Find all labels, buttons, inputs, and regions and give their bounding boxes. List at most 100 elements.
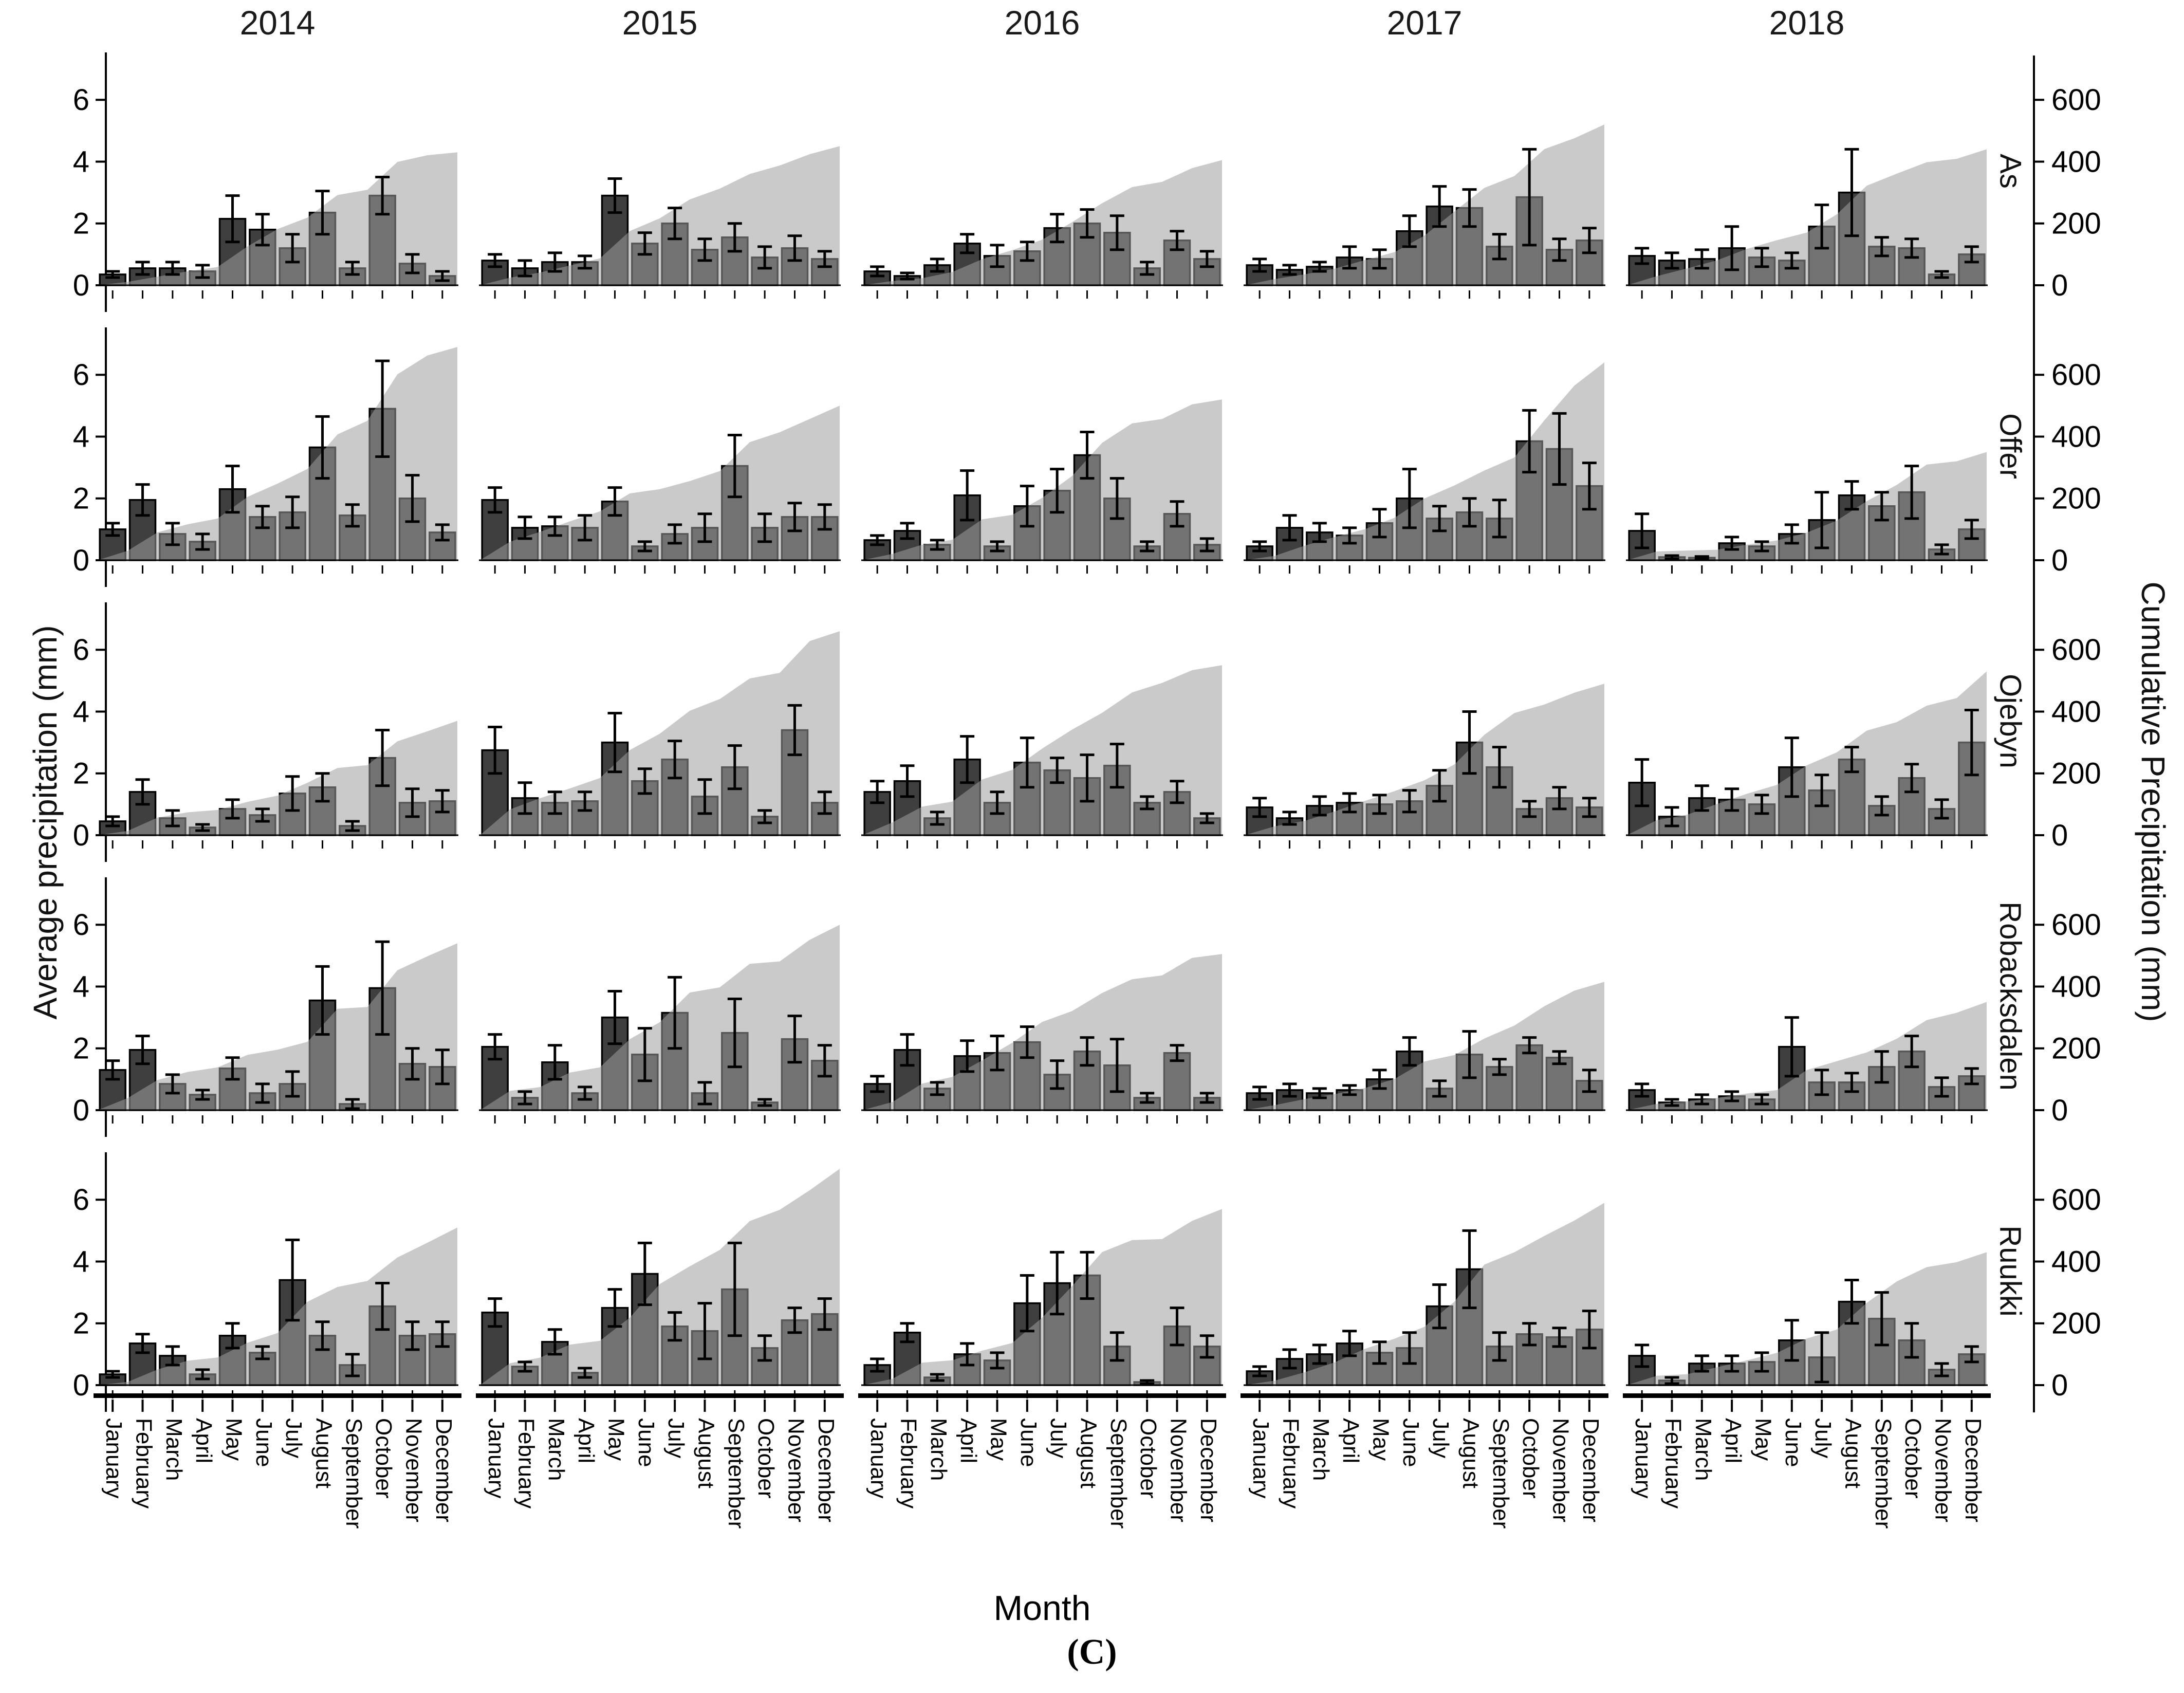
panel-Ruukki-2015: January February March April May June July Augu…: [476, 1169, 844, 1529]
x-axis-line: [1623, 1393, 1991, 1398]
month-label: November: [401, 1418, 427, 1522]
left-axis-tick-label: 0: [73, 1369, 89, 1402]
left-axis-tick-label: 2: [73, 757, 89, 790]
month-label: November: [1548, 1418, 1574, 1522]
right-axis-tick-label: 200: [2051, 482, 2101, 516]
left-axis-tick-label: 6: [73, 1183, 89, 1217]
right-axis-tick-label: 200: [2051, 207, 2101, 241]
month-label: March: [1308, 1418, 1334, 1481]
left-axis-title: Average precipitation (mm): [27, 625, 64, 1020]
panel-Offer-2017: [1244, 362, 1605, 574]
month-label: September: [341, 1418, 366, 1529]
cumulative-area: [1245, 124, 1604, 286]
month-label: August: [1458, 1418, 1484, 1488]
right-axis-tick-label: 600: [2051, 1183, 2101, 1217]
cumulative-area: [1627, 1252, 1987, 1385]
month-label: November: [1166, 1418, 1191, 1522]
month-label: November: [1931, 1418, 1956, 1522]
month-label: March: [1691, 1418, 1716, 1481]
left-axis-tick-label: 6: [73, 633, 89, 667]
month-label: August: [1841, 1418, 1866, 1488]
x-axis-line: [94, 1393, 461, 1398]
cumulative-area: [862, 665, 1222, 835]
left-axis-tick-label: 6: [73, 908, 89, 942]
month-label: May: [221, 1418, 247, 1461]
panel-Ojebyn-2018: [1626, 671, 1988, 849]
cumulative-area: [480, 406, 840, 560]
month-label: May: [1751, 1418, 1776, 1461]
x-axis-line: [858, 1393, 1226, 1398]
month-label: July: [663, 1418, 689, 1458]
panel-As-2016: [861, 160, 1223, 299]
right-axis-tick-label: 600: [2051, 358, 2101, 392]
month-label: January: [1248, 1418, 1273, 1499]
month-label: June: [1398, 1418, 1423, 1467]
cumulative-area: [1245, 362, 1604, 560]
month-label: March: [161, 1418, 187, 1481]
month-label: December: [1578, 1418, 1603, 1522]
panel-Offer-2018: [1626, 452, 1988, 574]
month-label: May: [604, 1418, 629, 1461]
month-label: February: [132, 1418, 157, 1508]
cumulative-area: [1627, 149, 1987, 285]
left-axis-tick-label: 4: [73, 1245, 89, 1278]
left-axis-tick-label: 0: [73, 544, 89, 577]
month-label: February: [514, 1418, 539, 1508]
left-axis-tick-label: 0: [73, 1094, 89, 1127]
cumulative-area: [862, 399, 1222, 560]
facet-year-2015: 2015: [622, 4, 698, 42]
month-label: June: [634, 1418, 659, 1467]
cumulative-area: [480, 631, 840, 835]
cumulative-area: [480, 925, 840, 1110]
panel-Robacksdalen-2014: [97, 940, 458, 1124]
panel-As-2015: [479, 146, 841, 299]
month-label: February: [896, 1418, 921, 1508]
left-axis-tick-label: 4: [73, 420, 89, 453]
cumulative-area: [1627, 452, 1987, 560]
panel-Offer-2016: [861, 399, 1223, 574]
cumulative-area: [1627, 1002, 1987, 1110]
month-label: July: [1810, 1418, 1836, 1458]
month-label: December: [1196, 1418, 1221, 1522]
cumulative-area: [480, 1169, 840, 1385]
left-axis-tick-label: 6: [73, 358, 89, 392]
panel-As-2014: [97, 152, 458, 299]
month-label: October: [753, 1418, 779, 1499]
month-label: April: [1338, 1418, 1363, 1463]
month-label: June: [1016, 1418, 1041, 1467]
cumulative-area: [1245, 1203, 1604, 1385]
right-axis-tick-label: 200: [2051, 1032, 2101, 1065]
facet-site-robacksdalen: Robacksdalen: [1993, 901, 2027, 1091]
left-axis-tick-label: 4: [73, 695, 89, 728]
x-axis-line: [1241, 1393, 1608, 1398]
month-label: June: [251, 1418, 276, 1467]
panel-Robacksdalen-2017: [1244, 982, 1605, 1124]
panel-Ojebyn-2016: [861, 665, 1223, 849]
right-axis-tick-label: 400: [2051, 1245, 2101, 1278]
month-label: April: [191, 1418, 216, 1463]
month-label: July: [1428, 1418, 1453, 1458]
cumulative-area: [862, 954, 1222, 1110]
month-label: February: [1279, 1418, 1304, 1508]
facet-year-2018: 2018: [1769, 4, 1845, 42]
cumulative-area: [98, 1227, 457, 1385]
cumulative-area: [1627, 671, 1987, 835]
cumulative-area: [862, 1209, 1222, 1385]
month-label: December: [431, 1418, 456, 1522]
panel-As-2017: [1244, 124, 1605, 299]
month-label: May: [986, 1418, 1011, 1461]
cumulative-area: [98, 347, 457, 560]
left-axis-tick-label: 2: [73, 1032, 89, 1065]
x-axis-title: Month: [993, 1589, 1091, 1628]
month-label: June: [1781, 1418, 1806, 1467]
facet-site-as: As: [1993, 154, 2027, 189]
month-label: September: [1106, 1418, 1131, 1529]
panel-As-2018: [1626, 148, 1988, 299]
cumulative-area: [98, 152, 457, 285]
month-label: January: [866, 1418, 891, 1499]
month-label: May: [1368, 1418, 1394, 1461]
panel-Offer-2015: [479, 406, 841, 574]
left-axis-tick-label: 2: [73, 482, 89, 516]
month-label: February: [1661, 1418, 1686, 1508]
